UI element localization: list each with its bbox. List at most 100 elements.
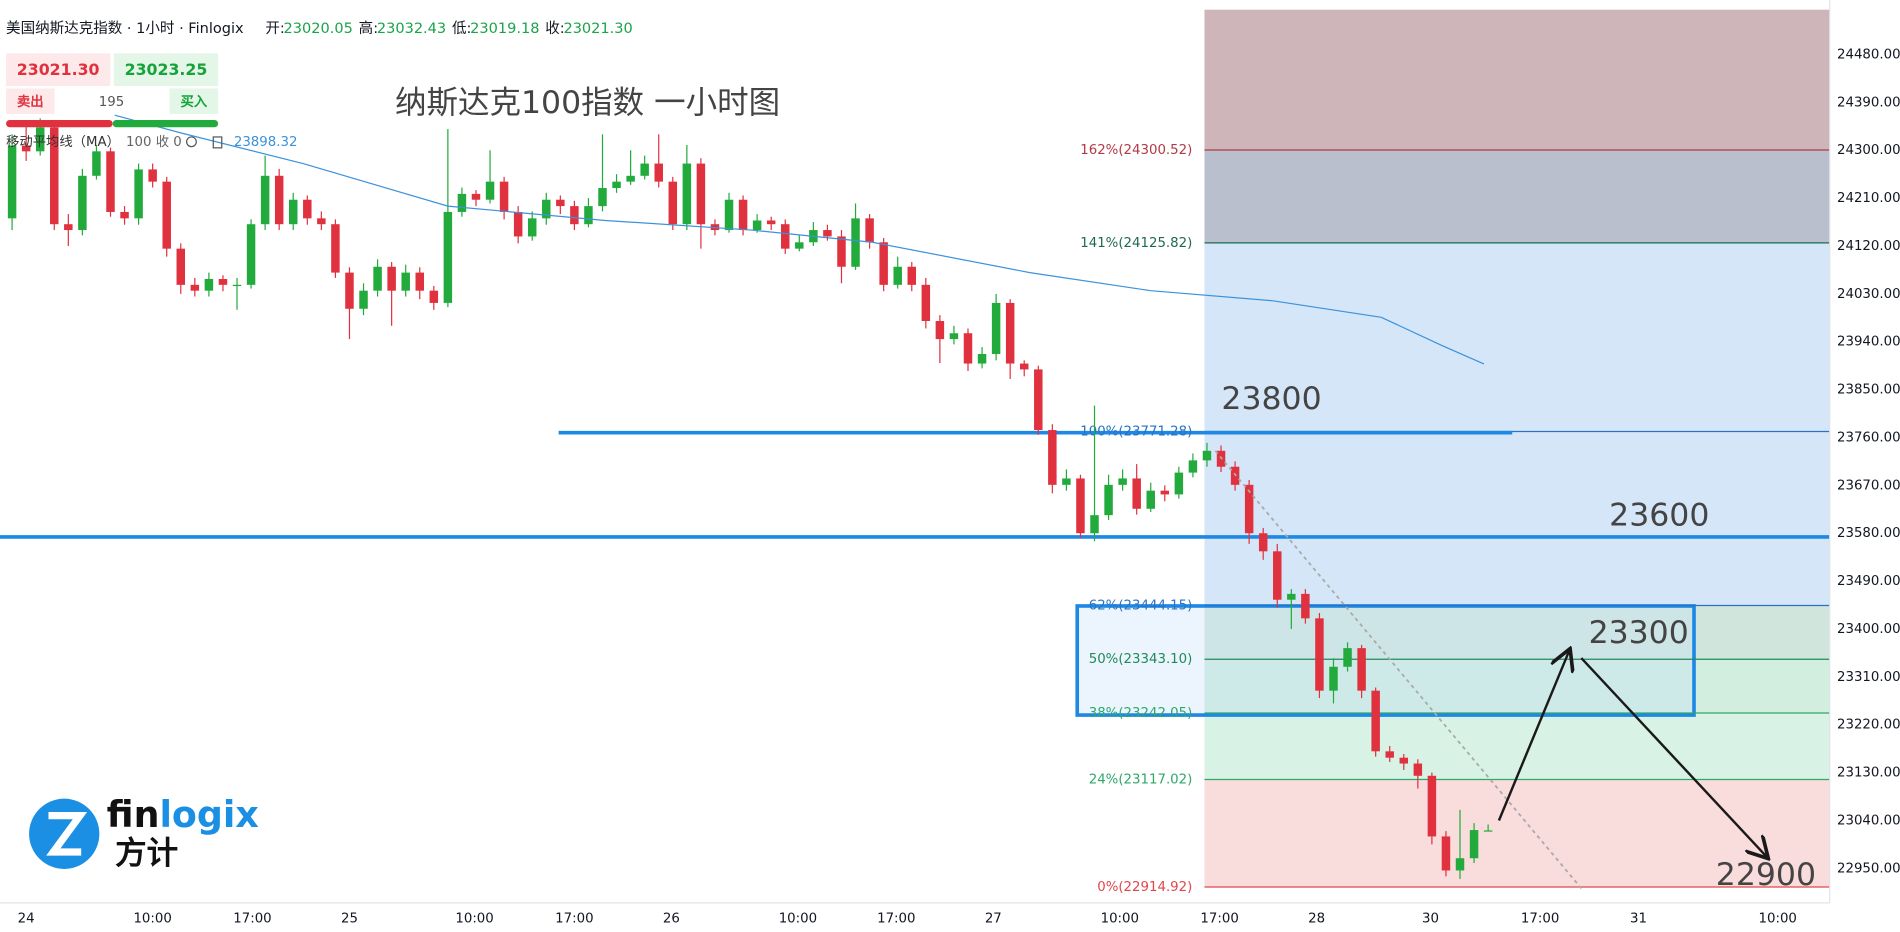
buy-price[interactable]: 23023.25 bbox=[125, 60, 208, 79]
ma-value: 23898.32 bbox=[234, 135, 298, 150]
overlay: 美国纳斯达克指数 · 1小时 · Finlogix 23021.30 23023… bbox=[6, 20, 1816, 893]
candle-body bbox=[387, 266, 396, 291]
candle-body bbox=[1202, 450, 1212, 461]
x-tick-label: 10:00 bbox=[1758, 912, 1796, 927]
buy-button[interactable] bbox=[169, 88, 219, 114]
x-tick-label: 17:00 bbox=[1200, 912, 1238, 927]
delete-icon[interactable] bbox=[212, 136, 223, 149]
sell-box[interactable] bbox=[6, 53, 111, 87]
candle-body bbox=[907, 266, 917, 285]
candle-body bbox=[1427, 775, 1437, 837]
x-tick-label: 25 bbox=[341, 912, 358, 927]
candle-body bbox=[1174, 472, 1184, 495]
ohlc-value: 23019.18 bbox=[470, 21, 539, 37]
candle-body bbox=[1188, 460, 1198, 473]
candle-body bbox=[35, 127, 45, 152]
x-tick-label: 17:00 bbox=[555, 912, 593, 927]
candle-body bbox=[682, 163, 692, 225]
fib-label: 38%(23242.05) bbox=[1089, 706, 1193, 721]
candle-body bbox=[471, 193, 481, 200]
candle-body bbox=[1076, 478, 1085, 534]
settings-icon[interactable] bbox=[186, 136, 197, 148]
candle-body bbox=[1118, 478, 1127, 485]
candle-body bbox=[626, 175, 635, 182]
candle-body bbox=[527, 218, 537, 237]
candle-body bbox=[1343, 648, 1352, 667]
x-tick-label: 10:00 bbox=[455, 912, 493, 927]
candle-body bbox=[373, 266, 382, 291]
y-tick-label: 23130.00 bbox=[1837, 766, 1900, 781]
candle-body bbox=[64, 224, 73, 231]
candle-body bbox=[766, 220, 776, 225]
candle-body bbox=[1146, 490, 1155, 509]
fib-label: 62%(23444.15) bbox=[1089, 598, 1193, 613]
y-tick-label: 23580.00 bbox=[1837, 526, 1900, 541]
ohlc-label: 高: bbox=[359, 20, 378, 37]
candle-body bbox=[148, 169, 157, 182]
candle-body bbox=[415, 272, 424, 291]
fib-zone bbox=[1204, 242, 1830, 432]
sell-price[interactable]: 23021.30 bbox=[17, 60, 100, 79]
candle-body bbox=[781, 224, 790, 249]
candle-body bbox=[162, 181, 171, 249]
foreground-layer: 0%(22914.92) 24%(23117.02) 38%(23242.05) 50… bbox=[7, 48, 1900, 927]
candle-body bbox=[977, 353, 987, 364]
y-tick-label: 24120.00 bbox=[1837, 239, 1900, 254]
ma-line bbox=[114, 114, 1485, 365]
fib-zone bbox=[1204, 779, 1830, 887]
buy-label[interactable]: 买入 bbox=[181, 94, 208, 110]
candle-body bbox=[1104, 484, 1113, 516]
candle-body bbox=[401, 272, 410, 291]
buy-bar bbox=[112, 119, 219, 128]
y-tick-label: 24390.00 bbox=[1837, 95, 1900, 110]
symbol: 美国纳斯达克指数 · 1小时 · Finlogix bbox=[6, 20, 244, 37]
candle-body bbox=[1258, 533, 1268, 552]
candle-body bbox=[1019, 363, 1029, 370]
fib-zone bbox=[1204, 659, 1830, 713]
y-tick-label: 23220.00 bbox=[1837, 718, 1900, 733]
candle-body bbox=[654, 163, 663, 182]
candle-body bbox=[640, 163, 649, 176]
x-tick-label: 26 bbox=[663, 912, 680, 927]
y-tick-label: 23040.00 bbox=[1837, 813, 1900, 828]
candle-body bbox=[949, 333, 959, 340]
candle-body bbox=[359, 290, 368, 309]
candle-body bbox=[724, 199, 734, 231]
candle-body bbox=[7, 145, 17, 219]
candle-body bbox=[204, 278, 214, 291]
sell-label[interactable]: 卖出 bbox=[17, 93, 44, 110]
y-tick-label: 24300.00 bbox=[1837, 143, 1900, 158]
candle-body bbox=[1371, 690, 1380, 752]
candle-body bbox=[443, 211, 453, 303]
candle-body bbox=[1287, 593, 1296, 600]
candle-body bbox=[991, 302, 1001, 354]
ohlc-label: 开: bbox=[265, 21, 284, 37]
sell-button[interactable] bbox=[6, 88, 55, 114]
y-tick-label: 24480.00 bbox=[1837, 48, 1900, 63]
buy-box[interactable] bbox=[113, 53, 219, 87]
candle-body bbox=[556, 199, 565, 207]
candle-body bbox=[612, 181, 621, 189]
candle-body bbox=[1062, 478, 1071, 485]
candle-body bbox=[1034, 369, 1043, 431]
fib-label: 100%(23771.28) bbox=[1080, 424, 1192, 439]
candle-body bbox=[1483, 830, 1493, 832]
fib-label: 24%(23117.02) bbox=[1089, 772, 1193, 787]
y-tick-label: 23940.00 bbox=[1837, 335, 1900, 350]
fib-zone bbox=[1204, 431, 1830, 606]
candle-body bbox=[879, 242, 888, 285]
fib-label: 0%(22914.92) bbox=[1097, 880, 1192, 895]
candle-body bbox=[345, 272, 354, 309]
ohlc-label: 收: bbox=[545, 20, 564, 37]
candle-body bbox=[584, 206, 593, 225]
x-tick-label: 17:00 bbox=[877, 912, 915, 927]
candle-body bbox=[92, 151, 101, 176]
arrow bbox=[1497, 651, 1569, 821]
candle-body bbox=[485, 181, 495, 200]
candle-body bbox=[190, 284, 200, 291]
logo-cn: 方计 bbox=[115, 834, 178, 871]
fib-label: 50%(23343.10) bbox=[1089, 652, 1193, 667]
candle-body bbox=[696, 163, 706, 225]
candle-body bbox=[1301, 593, 1310, 619]
